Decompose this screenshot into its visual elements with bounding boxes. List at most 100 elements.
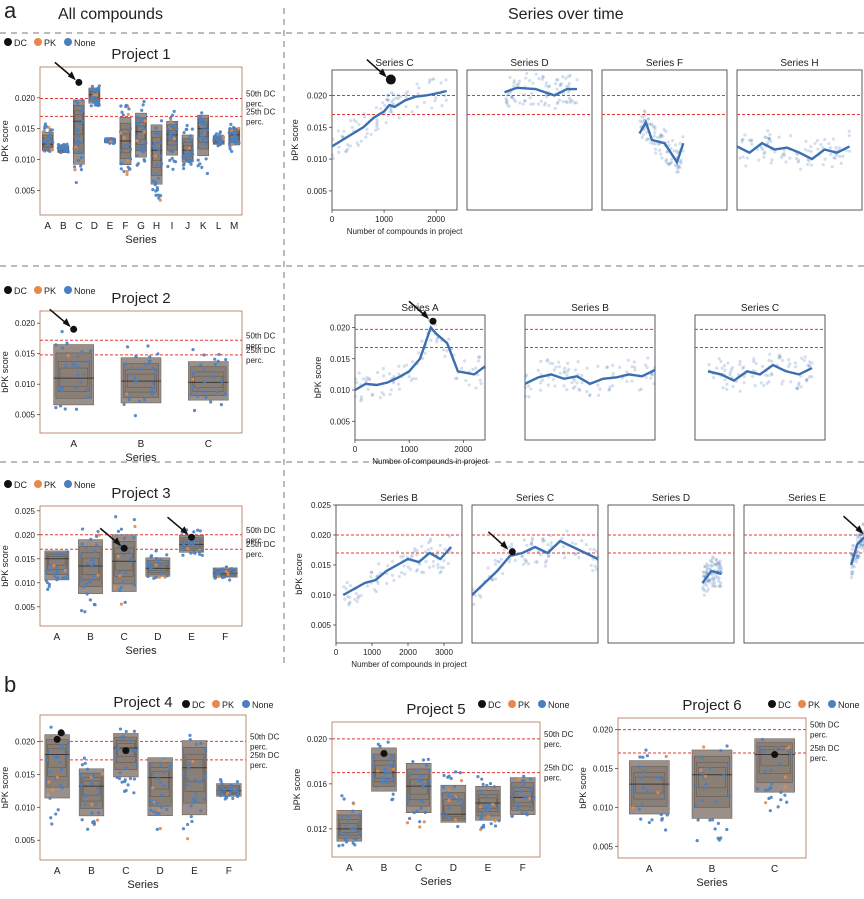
point-p5-B [376,742,380,746]
scatter-point-t3-3 [857,554,861,558]
scatter-point-t1-0 [444,98,448,102]
point-p2-A [77,365,81,369]
scatter-point-t3-2 [703,564,707,569]
ref-label-p50-p6: perc. [810,731,828,740]
scatter-point-t1-1 [531,81,535,85]
point-p5-D [459,803,464,807]
scatter-point-t2-1 [633,365,637,369]
scatter-point-t1-3 [767,138,771,142]
scatter-point-t2-0 [463,359,467,363]
scatter-point-t1-0 [404,105,408,109]
scatter-point-t1-2 [664,129,668,134]
point-p4-E [188,733,192,737]
scatter-point-t3-3 [860,546,864,551]
point-p6-A [665,813,669,817]
scatter-point-t2-0 [474,386,478,390]
scatter-point-t1-0 [376,127,380,131]
legend-dc-marker [182,700,190,708]
xlabel-p1: Series [125,234,157,246]
scatter-point-t2-0 [357,371,361,375]
scatter-point-t2-1 [596,383,600,387]
point-p1-C [74,99,78,103]
point-p1-D [93,100,97,104]
trend-line-t1-0 [331,89,447,148]
ytick-label-p3: 0.025 [15,507,36,516]
point-p3-A [54,552,58,556]
point-p1-I [171,150,175,154]
point-p6-C [779,798,783,802]
scatter-point-t2-0 [354,377,358,381]
point-p1-G [136,115,140,119]
point-p3-A [66,576,70,580]
scatter-point-t3-1 [535,560,539,564]
point-p6-A [645,754,649,758]
point-p1-J [187,152,192,156]
box-p6-A [635,776,664,794]
scatter-point-t3-0 [344,587,348,591]
scatter-point-t1-2 [640,115,644,119]
scatter-point-t1-3 [766,129,770,133]
scatter-point-t1-1 [510,94,514,99]
point-p3-C [132,517,136,522]
point-p5-D [452,785,457,789]
point-p4-F [222,787,226,791]
point-p1-I [174,121,179,125]
scatter-point-t2-2 [762,384,766,388]
point-p6-C [760,737,765,742]
ytick-label-t3: 0.005 [311,621,332,630]
point-p1-G [140,108,144,112]
scatter-point-t1-0 [375,120,379,124]
ytick-label-t3: 0.020 [311,531,332,540]
scatter-point-t1-3 [745,156,749,160]
point-p1-H [157,147,161,151]
point-p1-F [127,107,131,111]
point-p2-A [78,380,83,384]
point-p2-B [137,399,141,403]
scatter-point-t2-1 [551,361,555,366]
point-p5-E [493,819,497,823]
point-p1-C [75,141,80,145]
point-p3-F [233,570,237,574]
scatter-point-t3-0 [390,573,395,577]
scatter-point-t1-1 [568,98,573,102]
point-p5-B [391,797,395,801]
scatter-point-t1-1 [510,95,515,100]
scatter-point-t1-2 [659,134,663,139]
scatter-point-t1-1 [555,102,560,106]
scatter-point-t3-0 [424,559,428,564]
xtick-label-p5-E: E [485,863,492,874]
point-p1-I [173,160,178,164]
point-p1-I [172,137,177,141]
point-p3-E [196,528,200,532]
scatter-point-t1-3 [804,139,808,143]
scatter-point-t2-1 [607,388,611,392]
point-p1-G [136,162,140,166]
scatter-point-t2-1 [630,379,634,383]
point-p3-B [86,562,90,566]
scatter-point-t2-1 [626,358,630,362]
point-p1-I [170,156,174,160]
scatter-point-t2-0 [387,372,392,376]
scatter-point-t3-2 [717,561,721,565]
scatter-point-t1-0 [390,110,394,114]
scatter-point-t3-0 [374,589,378,594]
point-p3-B [96,573,100,577]
scatter-point-t3-0 [347,601,351,605]
ytick-label-p1: 0.015 [15,125,36,134]
point-p2-A [66,354,70,358]
scatter-point-t3-2 [711,578,716,583]
scatter-point-t3-3 [850,572,855,576]
point-p3-C [118,588,122,593]
scatter-point-t1-2 [653,142,657,146]
scatter-point-t1-2 [652,134,656,139]
scatter-point-t3-2 [702,593,706,597]
point-p1-H [153,154,157,158]
dc-point-p5-B [380,750,388,757]
scatter-point-t3-3 [861,523,864,527]
point-p4-A [50,822,54,826]
scatter-point-t1-1 [545,95,549,99]
scatter-point-t2-0 [411,377,415,381]
scatter-point-t2-1 [652,382,656,386]
point-p3-A [63,568,67,573]
scatter-point-t1-2 [649,122,653,126]
